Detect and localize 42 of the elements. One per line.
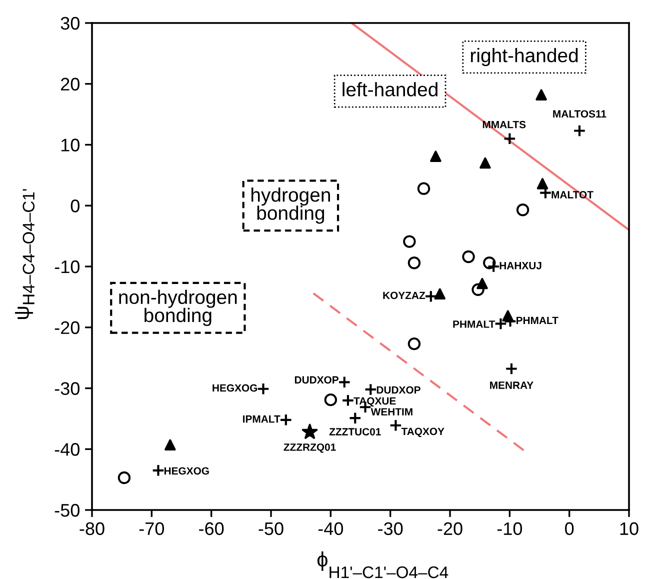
annotation: right-handed bbox=[470, 48, 578, 66]
annotation: PHMALT bbox=[453, 320, 496, 328]
annotation: WEHTIM bbox=[370, 408, 412, 416]
y-tick-label: -20 bbox=[54, 321, 80, 334]
annotation: IPMALT bbox=[243, 415, 280, 423]
y-tick-label: 0 bbox=[70, 200, 80, 212]
x-tick-label: -20 bbox=[438, 522, 462, 536]
x-tick-label: -30 bbox=[378, 522, 403, 536]
y-tick-label: -30 bbox=[54, 382, 80, 395]
y-tick-label: -10 bbox=[54, 260, 80, 274]
annotation: MENRAY bbox=[490, 382, 534, 389]
annotation: left-handed bbox=[342, 82, 438, 96]
annotation: MALTOT bbox=[552, 191, 594, 198]
annotation: KOYZAZ bbox=[383, 292, 426, 300]
annotation: MMALTS bbox=[482, 120, 526, 128]
annotation: non-hydrogen bonding bbox=[119, 290, 237, 326]
y-tick-label: 10 bbox=[61, 138, 80, 152]
x-tick-label: 10 bbox=[620, 522, 638, 536]
x-tick-label: -80 bbox=[80, 522, 104, 536]
annotation: HEGXOG bbox=[212, 384, 258, 392]
annotation: ZZZTUC01 bbox=[329, 428, 381, 436]
annotation: hydrogen bonding bbox=[252, 188, 330, 224]
y-axis-title: ψH4–C4–O4–C1' bbox=[15, 189, 35, 319]
x-tick-label: -10 bbox=[497, 522, 522, 536]
annotation: TAQXOY bbox=[401, 428, 444, 438]
x-tick-label: -60 bbox=[199, 522, 224, 536]
annotation: DUDXOP bbox=[376, 386, 420, 394]
annotation: ZZZRZQ01 bbox=[284, 443, 336, 453]
y-tick-label: 20 bbox=[61, 78, 80, 91]
annotation: HAHXUJ bbox=[500, 262, 542, 270]
x-tick-label: -70 bbox=[139, 522, 164, 536]
x-tick-label: 0 bbox=[565, 522, 574, 536]
x-tick-label: -50 bbox=[258, 522, 284, 536]
annotation: TAQXUE bbox=[354, 397, 396, 407]
y-tick-label: -40 bbox=[54, 443, 80, 456]
annotation: PHMALT bbox=[516, 316, 558, 324]
annotation: MALTOS11 bbox=[553, 110, 606, 118]
y-tick-label: 30 bbox=[60, 16, 80, 30]
x-tick-label: -40 bbox=[318, 522, 344, 536]
y-tick-label: -50 bbox=[54, 504, 80, 517]
annotation: DUDXOP bbox=[294, 376, 338, 384]
annotation: HEGXOG bbox=[164, 467, 209, 475]
